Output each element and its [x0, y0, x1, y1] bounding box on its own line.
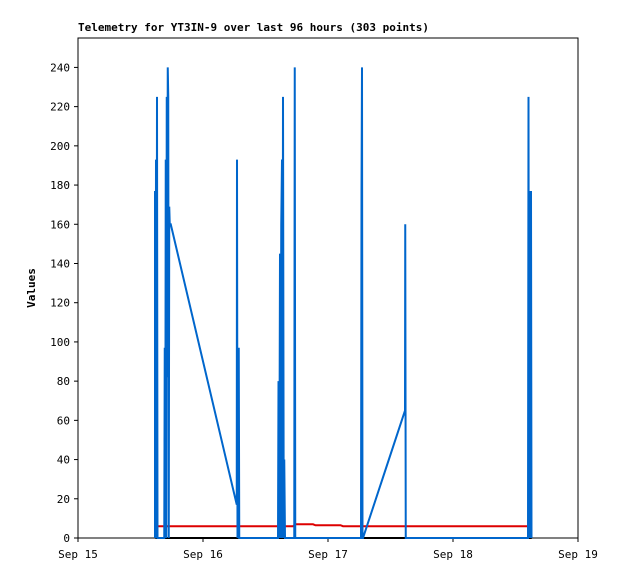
y-tick-label: 40 [57, 454, 70, 467]
plot-frame [77, 37, 579, 539]
x-tick-label: Sep 17 [308, 548, 348, 561]
y-tick-label: 220 [50, 101, 70, 114]
y-tick-label: 240 [50, 61, 70, 74]
y-tick-label: 0 [63, 532, 70, 545]
y-tick-label: 180 [50, 179, 70, 192]
y-tick-label: 120 [50, 297, 70, 310]
y-tick-label: 80 [57, 375, 70, 388]
x-tick-label: Sep 19 [558, 548, 598, 561]
x-tick-label: Sep 15 [58, 548, 98, 561]
y-axis-label: Values [25, 268, 38, 308]
series-line [154, 67, 533, 539]
y-tick-label: 60 [57, 414, 70, 427]
x-tick-label: Sep 16 [183, 548, 223, 561]
series-line [155, 523, 532, 528]
y-tick-label: 160 [50, 218, 70, 231]
chart-title: Telemetry for YT3IN-9 over last 96 hours… [78, 21, 429, 34]
y-tick-label: 20 [57, 493, 70, 506]
y-tick-label: 140 [50, 257, 70, 270]
x-tick-label: Sep 18 [433, 548, 473, 561]
y-tick-label: 200 [50, 140, 70, 153]
y-tick-label: 100 [50, 336, 70, 349]
